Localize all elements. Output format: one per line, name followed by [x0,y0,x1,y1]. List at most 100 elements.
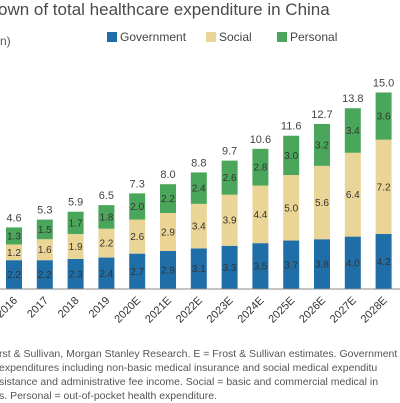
segment-value-label: 2.4 [192,184,206,195]
segment-value-label: 6.4 [346,190,360,201]
bar-segment [283,135,300,176]
total-value-label: 13.8 [342,93,363,105]
segment-value-label: 3.5 [253,262,267,273]
bar-segment [6,260,22,289]
bar-segment [375,139,392,234]
bar-segment [129,193,146,220]
segment-value-label: 4.2 [377,257,391,268]
x-tick-label: 2017 [25,295,51,321]
bar-segment [129,219,146,254]
segment-value-label: 2.4 [99,269,113,280]
segment-value-label: 1.6 [38,245,52,256]
total-value-label: 8.0 [160,169,175,181]
segment-value-label: 2.7 [130,267,144,278]
segment-value-label: 2.2 [7,270,21,281]
bar-segment [283,175,300,241]
bar-segment [375,233,392,289]
bar-segment [283,240,300,289]
x-tick-label: 2027E [328,295,359,326]
stacked-bar-chart: Government Social Personal 2.2 1.2 1.3 4.6 2016… [0,30,400,326]
segment-value-label: 2.6 [223,173,237,184]
note-line: sistance and administrative fee income. … [0,376,379,388]
x-tick-label: 2024E [236,295,267,326]
bar-segment [160,184,176,214]
x-tick-label: 2020E [112,295,143,326]
bar-segment [221,194,238,246]
note-line: rst & Sullivan, Morgan Stanley Research.… [0,348,398,360]
x-tick-label: 2016 [0,295,20,321]
segment-value-label: 2.2 [161,194,175,205]
legend-swatch [107,32,117,42]
x-tick-label: 2021E [143,295,174,326]
bar-segment [375,92,392,140]
segment-value-label: 1.8 [99,212,113,223]
segment-value-label: 2.2 [99,239,113,250]
bar-segment [36,219,53,240]
segment-value-label: 2.9 [161,228,175,239]
legend-label: Government [120,30,187,44]
segment-value-label: 3.8 [315,260,329,271]
bar-segment [252,185,269,244]
bar-segment [344,108,361,153]
total-value-label: 12.7 [311,109,332,121]
bar-segment [221,245,238,289]
total-value-label: 9.7 [222,146,237,158]
bar-segment [190,248,207,289]
segment-value-label: 4.4 [253,210,267,221]
segment-value-label: 2.8 [253,163,267,174]
segment-value-label: 2.3 [69,269,83,280]
segment-value-label: 2.6 [130,232,144,243]
note-line: s. Personal = out-of-pocket health expen… [0,390,218,402]
legend-label: Personal [290,30,337,44]
total-value-label: 5.3 [37,205,52,217]
x-tick-label: 2019 [87,295,113,321]
legend-label: Social [219,30,252,44]
bar-segment [344,236,361,289]
chart-title: own of total healthcare expenditure in C… [0,0,330,19]
total-value-label: 5.9 [68,197,83,209]
bar-segment [98,257,115,289]
segment-value-label: 3.2 [315,140,329,151]
bar-segment [344,152,361,237]
segment-value-label: 1.3 [7,231,21,242]
bar-segment [67,258,84,289]
segment-value-label: 1.9 [69,242,83,253]
bar-segment [160,213,176,252]
segment-value-label: 3.9 [223,216,237,227]
segment-value-label: 1.2 [7,248,21,259]
segment-value-label: 3.0 [284,151,298,162]
bar-segment [36,260,53,289]
segment-value-label: 5.6 [315,198,329,209]
segment-value-label: 2.0 [130,202,144,213]
segment-value-label: 1.5 [38,225,52,236]
unit-label: n) [0,34,11,48]
segment-value-label: 3.4 [346,126,360,137]
bar-segment [98,205,115,229]
bar-segment [252,148,269,186]
bar-segment [6,244,22,261]
legend-swatch [277,32,287,42]
bar-segment [314,239,330,289]
bar-segment [221,160,238,195]
segment-value-label: 3.3 [223,263,237,274]
segment-value-label: 2.2 [38,270,52,281]
segment-value-label: 3.6 [377,112,391,123]
x-tick-label: 2026E [297,295,328,326]
total-value-label: 7.3 [130,178,145,190]
total-value-label: 8.8 [191,157,206,169]
x-tick-label: 2028E [359,295,390,326]
bar-segment [314,123,330,166]
total-value-label: 10.6 [250,134,271,146]
bar-segment [6,227,22,245]
segment-value-label: 5.0 [284,203,298,214]
total-value-label: 11.6 [281,121,302,133]
segment-value-label: 3.1 [192,264,206,275]
segment-value-label: 3.4 [192,222,206,233]
segment-value-label: 7.2 [377,182,391,193]
source-notes: rst & Sullivan, Morgan Stanley Research.… [0,347,400,403]
segment-value-label: 3.7 [284,260,298,271]
bar-segment [190,172,207,204]
bar-segment [67,211,84,234]
note-line: expenditures including non-basic medical… [0,362,378,374]
bar-segment [190,203,207,249]
